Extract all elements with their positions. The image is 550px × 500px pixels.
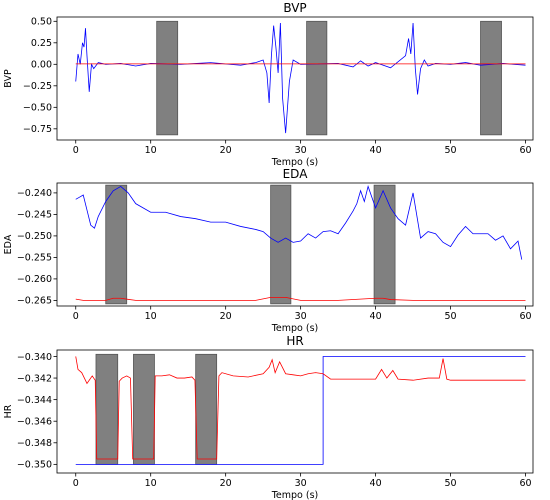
x-tick-label: 30 xyxy=(295,145,307,156)
x-tick-label: 0 xyxy=(73,311,79,322)
x-axis-label: Tempo (s) xyxy=(271,490,319,500)
x-tick-label: 40 xyxy=(370,478,382,489)
x-tick-label: 60 xyxy=(519,478,531,489)
x-tick-label: 20 xyxy=(220,478,232,489)
shaded-span-2 xyxy=(270,184,292,305)
x-tick-label: 20 xyxy=(220,311,232,322)
y-tick-label: −0.25 xyxy=(23,81,52,92)
plot-frame xyxy=(56,349,534,474)
x-tick-label: 20 xyxy=(220,145,232,156)
y-tick-label: −0.342 xyxy=(17,373,52,384)
x-tick-label: 10 xyxy=(145,478,157,489)
y-tick-label: −0.255 xyxy=(17,253,52,264)
x-tick-label: 60 xyxy=(519,145,531,156)
chart-title: EDA xyxy=(283,167,309,181)
shaded-span-3 xyxy=(195,353,218,465)
y-tick-label: 0.00 xyxy=(31,60,52,71)
y-tick-label: −0.240 xyxy=(17,188,52,199)
y-axis-label: BVP xyxy=(3,69,14,88)
y-tick-label: 0.25 xyxy=(31,38,52,49)
y-tick-label: −0.340 xyxy=(17,352,52,363)
y-tick-label: −0.260 xyxy=(17,274,52,285)
y-tick-label: −0.346 xyxy=(17,417,52,428)
shaded-span-2 xyxy=(306,20,328,136)
series-line-1 xyxy=(75,185,523,260)
y-tick-label: −0.245 xyxy=(17,210,52,221)
x-tick-label: 60 xyxy=(519,311,531,322)
y-tick-label: −0.75 xyxy=(23,124,52,135)
x-tick-label: 0 xyxy=(73,145,79,156)
plot-frame xyxy=(56,16,534,141)
shaded-span-3 xyxy=(480,20,502,136)
x-tick-label: 10 xyxy=(145,145,157,156)
y-tick-label: 0.50 xyxy=(31,17,52,28)
shaded-span-1 xyxy=(105,184,128,305)
x-tick-label: 40 xyxy=(370,145,382,156)
x-tick-label: 0 xyxy=(73,478,79,489)
x-tick-label: 40 xyxy=(370,311,382,322)
x-tick-label: 50 xyxy=(444,145,456,156)
series-line-1 xyxy=(75,22,526,134)
y-axis-label: EDA xyxy=(3,234,14,254)
chart-title: BVP xyxy=(283,1,306,15)
x-tick-label: 10 xyxy=(145,311,157,322)
y-tick-label: −0.265 xyxy=(17,296,52,307)
y-tick-label: −0.344 xyxy=(17,395,52,406)
x-tick-label: 30 xyxy=(295,478,307,489)
x-tick-label: 50 xyxy=(444,478,456,489)
chart-panel-3: 0 10 20 30 40 50 60 −0.340 −0.342 −0.344 −0.346 −0.… xyxy=(3,334,534,500)
y-tick-label: −0.50 xyxy=(23,103,52,114)
chart-title: HR xyxy=(286,334,303,348)
chart-panel-2: 0 10 20 30 40 50 60 −0.240 −0.245 −0.250 −0.255 −0.… xyxy=(3,167,534,334)
shaded-span-1 xyxy=(156,20,179,136)
y-tick-label: −0.348 xyxy=(17,438,52,449)
y-tick-label: −0.250 xyxy=(17,231,52,242)
plot-frame xyxy=(56,182,534,307)
series-line-2 xyxy=(75,297,526,301)
x-axis-label: Tempo (s) xyxy=(271,323,319,334)
x-tick-label: 50 xyxy=(444,311,456,322)
x-tick-label: 30 xyxy=(295,311,307,322)
shaded-span-2 xyxy=(133,353,155,465)
series-line-1 xyxy=(75,356,526,465)
y-axis-label: HR xyxy=(3,404,14,418)
y-tick-label: −0.350 xyxy=(17,460,52,471)
series-line-2 xyxy=(75,356,526,460)
shaded-span-1 xyxy=(95,353,119,465)
x-axis-label: Tempo (s) xyxy=(271,157,319,168)
shaded-span-3 xyxy=(373,184,396,305)
chart-panel-1: 0 10 20 30 40 50 60 0.50 0.25 0.00 −0.25 −0.50 −0.75… xyxy=(3,1,534,168)
